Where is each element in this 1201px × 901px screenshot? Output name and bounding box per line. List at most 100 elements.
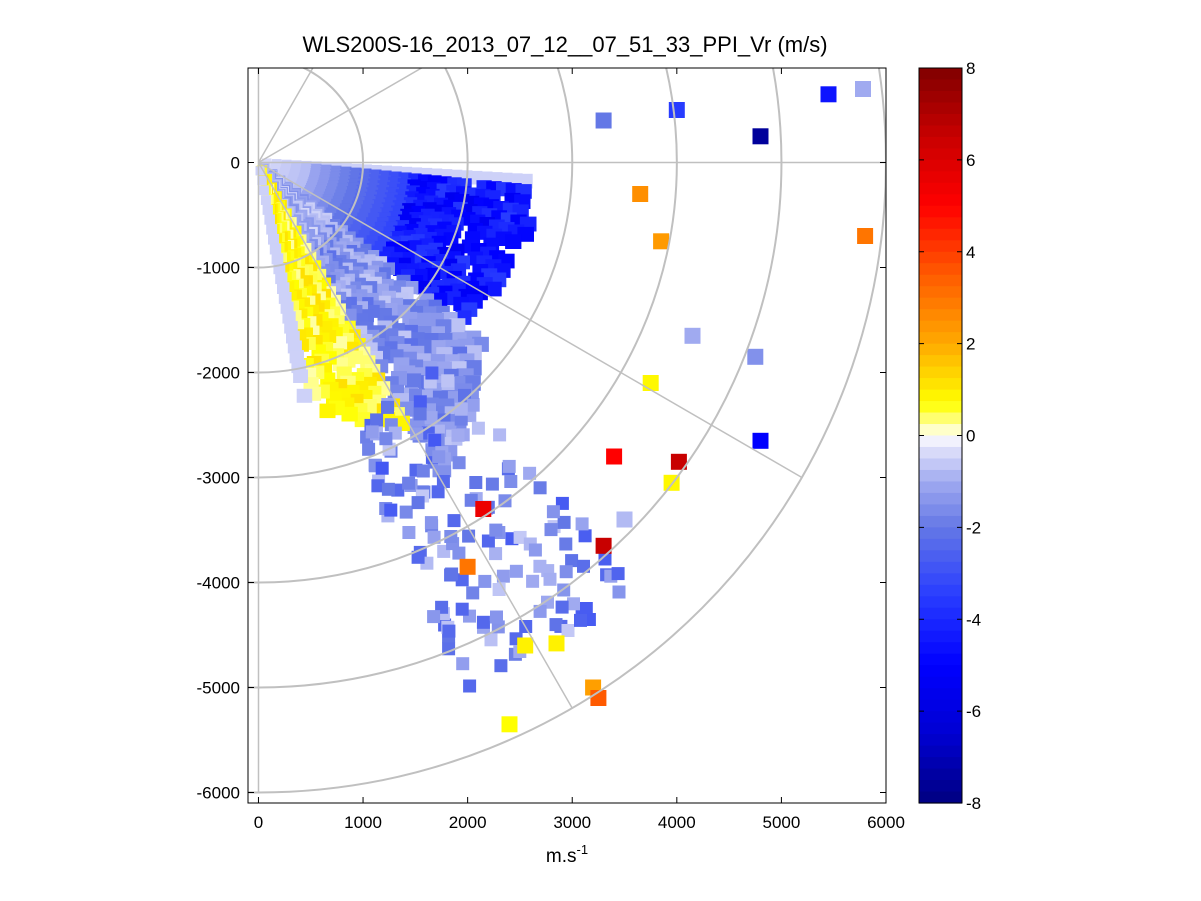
colorbar-tick-label: -8	[966, 794, 981, 813]
velocity-cell	[431, 485, 445, 499]
colorbar-segment	[919, 113, 962, 127]
velocity-point	[653, 233, 670, 250]
colorbar-segment	[919, 389, 962, 402]
velocity-cell	[559, 565, 573, 579]
colorbar-segment	[919, 159, 962, 172]
velocity-cell	[567, 597, 580, 611]
colorbar-segment	[919, 424, 962, 437]
velocity-cell	[549, 618, 563, 632]
colorbar-segment	[919, 711, 962, 724]
velocity-cell	[273, 262, 286, 275]
colorbar-segment	[919, 228, 962, 241]
colorbar-segment	[919, 699, 962, 712]
velocity-cell	[533, 559, 547, 573]
velocity-cell	[578, 529, 592, 543]
colorbar-tick-label: 4	[966, 243, 975, 262]
velocity-cell	[264, 214, 275, 225]
x-tick-label: 3000	[553, 813, 591, 832]
x-axis-label: m.s-1	[546, 842, 588, 867]
velocity-cell	[269, 243, 282, 255]
velocity-cell	[278, 292, 292, 304]
velocity-cell	[381, 400, 394, 414]
velocity-cell	[544, 523, 558, 537]
velocity-cell	[427, 530, 441, 544]
colorbar-tick-label: -2	[966, 518, 981, 537]
velocity-cell	[579, 602, 593, 615]
y-tick-label: -1000	[197, 259, 240, 278]
velocity-cell	[611, 567, 625, 581]
colorbar-segment	[919, 573, 962, 586]
velocity-cell	[481, 534, 495, 548]
velocity-point	[668, 102, 685, 118]
colorbar-segment	[919, 171, 962, 184]
velocity-cell	[280, 301, 294, 314]
velocity-cell	[546, 505, 560, 519]
colorbar-segment	[919, 596, 962, 609]
velocity-point	[747, 348, 764, 365]
velocity-cell	[266, 224, 278, 235]
velocity-cell	[452, 456, 466, 470]
velocity-cell	[502, 459, 516, 473]
colorbar-segment	[919, 504, 962, 517]
colorbar-segment	[919, 527, 962, 540]
velocity-cell	[476, 615, 490, 629]
velocity-cell	[464, 493, 478, 507]
velocity-cell	[384, 503, 398, 517]
colorbar-segment	[919, 263, 962, 276]
velocity-cell	[494, 659, 508, 673]
velocity-cell	[543, 572, 557, 586]
velocity-cell	[416, 464, 430, 478]
colorbar-segment	[919, 791, 962, 804]
velocity-cell	[402, 476, 416, 490]
x-tick-label: 2000	[449, 813, 487, 832]
velocity-cell	[262, 204, 273, 215]
y-tick-label: -4000	[197, 574, 240, 593]
velocity-cell	[455, 573, 469, 587]
velocity-cell	[402, 526, 416, 539]
colorbar-tick-label: -6	[966, 702, 981, 721]
velocity-point	[595, 537, 612, 554]
velocity-cell	[577, 559, 590, 573]
velocity-cell	[466, 398, 480, 412]
velocity-cell	[286, 330, 300, 344]
velocity-cell	[441, 374, 455, 388]
colorbar-segment	[919, 378, 962, 391]
colorbar-segment	[919, 355, 962, 368]
colorbar-segment	[919, 194, 962, 207]
colorbar-segment	[919, 401, 962, 414]
velocity-cell	[432, 450, 446, 464]
velocity-cell	[282, 311, 296, 324]
colorbar-segment	[919, 68, 962, 81]
velocity-cell	[259, 185, 269, 196]
velocity-point	[616, 511, 633, 528]
azimuth-spoke	[257, 162, 573, 709]
velocity-cell	[293, 369, 308, 383]
velocity-cell	[411, 550, 425, 564]
velocity-cell	[455, 602, 469, 616]
velocity-cell	[365, 425, 379, 439]
velocity-cell	[271, 253, 284, 265]
velocity-cell	[509, 564, 523, 578]
x-tick-label: 0	[254, 813, 263, 832]
colorbar-segment	[919, 274, 962, 287]
velocity-cell	[428, 433, 442, 447]
colorbar-segment	[919, 550, 962, 563]
velocity-cell	[257, 175, 267, 186]
colorbar-segment	[919, 182, 962, 195]
colorbar-tick-label: 2	[966, 335, 975, 354]
polar-grid	[248, 68, 886, 794]
velocity-cell	[505, 234, 522, 249]
velocity-cell	[454, 412, 468, 426]
velocity-cell	[485, 477, 499, 491]
colorbar-tick-label: 8	[966, 59, 975, 78]
velocity-cell	[411, 496, 425, 510]
y-tick-label: 0	[231, 154, 240, 173]
colorbar-segment	[919, 458, 962, 471]
velocity-point	[820, 86, 837, 103]
velocity-cell	[484, 633, 498, 647]
velocity-cell	[255, 166, 265, 176]
x-tick-label: 1000	[344, 813, 382, 832]
velocity-cell	[425, 366, 439, 380]
chart-title: WLS200S-16_2013_07_12__07_51_33_PPI_Vr (…	[302, 32, 827, 57]
